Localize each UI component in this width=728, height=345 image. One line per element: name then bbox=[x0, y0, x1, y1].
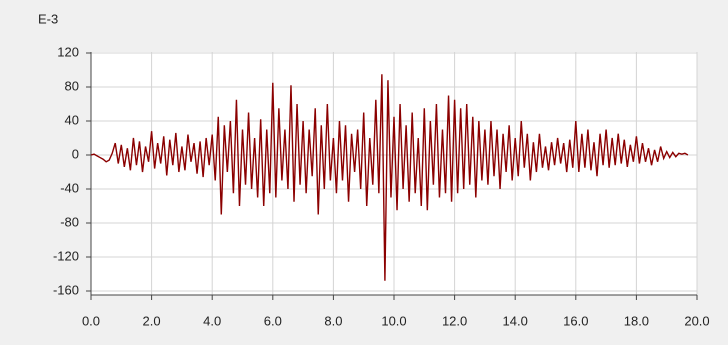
x-tick-label: 10.0 bbox=[381, 313, 406, 328]
x-tick-label: 6.0 bbox=[264, 313, 282, 328]
y-tick-label: 0 bbox=[72, 146, 79, 161]
x-tick-label: 4.0 bbox=[203, 313, 221, 328]
data-line bbox=[90, 74, 689, 281]
y-tick-label: -120 bbox=[53, 248, 79, 263]
y-tick-label: -40 bbox=[60, 180, 79, 195]
x-tick-label: 8.0 bbox=[324, 313, 342, 328]
y-tick-label: 80 bbox=[65, 78, 79, 93]
x-tick-label: 18.0 bbox=[624, 313, 649, 328]
x-tick-label: 20.0 bbox=[684, 313, 709, 328]
x-tick-label: 0.0 bbox=[82, 313, 100, 328]
y-tick-label: -80 bbox=[60, 214, 79, 229]
x-tick-label: 12.0 bbox=[442, 313, 467, 328]
y-tick-label: 120 bbox=[57, 44, 79, 59]
x-tick-label: 14.0 bbox=[503, 313, 528, 328]
y-tick-label: 40 bbox=[65, 112, 79, 127]
y-tick-label: -160 bbox=[53, 282, 79, 297]
axis-unit-label: E-3 bbox=[38, 11, 58, 26]
x-tick-label: 16.0 bbox=[563, 313, 588, 328]
x-tick-label: 2.0 bbox=[143, 313, 161, 328]
